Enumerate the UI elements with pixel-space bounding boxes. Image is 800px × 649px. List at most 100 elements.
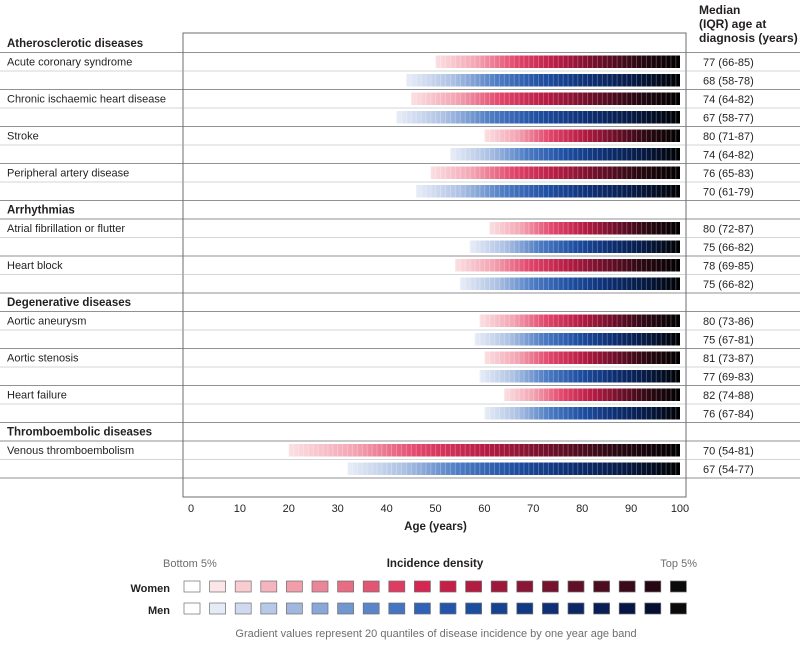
men-incidence-bar-bands: [406, 74, 680, 87]
men-incidence-bar-bands: [450, 148, 680, 161]
legend-women-swatch: [183, 580, 201, 593]
women-median-iqr-label: 78 (69-85): [703, 261, 754, 273]
legend-women-swatch: [516, 580, 534, 593]
men-incidence-bar-bands: [396, 111, 680, 124]
legend-women-swatch: [234, 580, 252, 593]
x-tick-label: 20: [283, 503, 295, 515]
disease-label: Acute coronary syndrome: [7, 57, 132, 69]
disease-label: Stroke: [7, 131, 39, 143]
median-header-line: diagnosis (years): [699, 31, 798, 45]
men-median-iqr-label: 74 (64-82): [703, 150, 754, 162]
disease-label: Atrial fibrillation or flutter: [7, 223, 125, 235]
x-tick-label: 0: [188, 503, 194, 515]
legend-men-swatch: [439, 602, 457, 615]
legend-women-swatch: [414, 580, 431, 593]
legend-men-swatch: [234, 602, 252, 615]
legend-men-swatch: [542, 602, 559, 615]
legend-men-swatch: [286, 602, 303, 615]
women-incidence-bar-bands: [430, 166, 680, 179]
men-median-iqr-label: 76 (67-84): [703, 409, 754, 421]
legend-men-swatch: [567, 602, 585, 615]
men-incidence-bar-bands: [484, 407, 680, 420]
women-median-iqr-label: 82 (74-88): [703, 390, 754, 402]
legend-women-swatch: [465, 580, 482, 593]
legend-men-swatch: [183, 602, 201, 615]
x-axis-title: Age (years): [404, 521, 467, 533]
men-incidence-bar-bands: [479, 370, 680, 383]
legend-women-swatch: [311, 580, 329, 593]
legend-men-swatch: [670, 602, 687, 615]
legend-top-label: Top 5%: [660, 558, 697, 570]
disease-label: Chronic ischaemic heart disease: [7, 94, 166, 106]
disease-label: Venous thromboembolism: [7, 445, 134, 457]
men-incidence-bar-bands: [469, 240, 680, 253]
women-incidence-bar-bands: [484, 129, 680, 142]
women-incidence-bar-bands: [489, 222, 680, 235]
legend-women-swatch: [593, 580, 610, 593]
legend-title: Incidence density: [387, 558, 484, 570]
legend-women-swatch: [542, 580, 559, 593]
legend-men-swatch: [618, 602, 636, 615]
men-incidence-bar-bands: [415, 185, 680, 198]
legend-women-swatch: [644, 580, 662, 593]
group-heading: Atherosclerotic diseases: [7, 38, 143, 50]
women-incidence-bar-bands: [479, 314, 680, 327]
men-incidence-bar-bands: [474, 333, 680, 346]
legend-women-swatch: [337, 580, 354, 593]
x-tick-label: 50: [429, 503, 441, 515]
women-median-iqr-label: 76 (65-83): [703, 168, 754, 180]
women-median-iqr-label: 81 (73-87): [703, 353, 754, 365]
disease-label: Aortic aneurysm: [7, 316, 86, 328]
legend-men-swatch: [311, 602, 329, 615]
legend-women-label: Women: [130, 583, 170, 595]
group-heading: Degenerative diseases: [7, 297, 131, 309]
legend-women-swatch: [388, 580, 406, 593]
men-incidence-bar-bands: [347, 462, 680, 475]
legend-men-swatch: [362, 602, 380, 615]
men-median-iqr-label: 77 (69-83): [703, 372, 754, 384]
women-incidence-bar-bands: [484, 351, 680, 364]
x-tick-label: 60: [478, 503, 490, 515]
women-median-iqr-label: 80 (72-87): [703, 224, 754, 236]
legend-women-swatch: [618, 580, 636, 593]
legend-men-label: Men: [148, 605, 170, 617]
men-median-iqr-label: 75 (66-82): [703, 279, 754, 291]
legend-men-swatch: [388, 602, 406, 615]
legend-men-swatch: [593, 602, 610, 615]
women-incidence-bar-bands: [455, 259, 680, 272]
legend-women-swatch: [362, 580, 380, 593]
men-median-iqr-label: 67 (58-77): [703, 113, 754, 125]
disease-label: Heart failure: [7, 390, 67, 402]
women-median-iqr-label: 77 (66-85): [703, 57, 754, 69]
legend-men-swatch: [414, 602, 431, 615]
x-tick-label: 70: [527, 503, 539, 515]
legend-women-swatch: [439, 580, 457, 593]
x-tick-label: 30: [332, 503, 344, 515]
x-tick-label: 80: [576, 503, 588, 515]
legend-men-swatch: [516, 602, 534, 615]
legend-men-swatch: [490, 602, 508, 615]
group-heading: Arrhythmias: [7, 205, 75, 217]
women-incidence-bar-bands: [503, 388, 680, 401]
women-incidence-bar-bands: [435, 55, 680, 68]
disease-label: Aortic stenosis: [7, 353, 79, 365]
women-median-iqr-label: 80 (73-86): [703, 316, 754, 328]
legend-women-swatch: [490, 580, 508, 593]
x-tick-label: 10: [234, 503, 246, 515]
legend-women-swatch: [209, 580, 226, 593]
men-incidence-bar-bands: [459, 277, 680, 290]
disease-label: Heart block: [7, 260, 63, 272]
men-median-iqr-label: 68 (58-78): [703, 76, 754, 88]
legend-men-swatch: [644, 602, 662, 615]
group-heading: Thromboembolic diseases: [7, 427, 152, 439]
median-header-line: Median: [699, 3, 740, 17]
women-median-iqr-label: 74 (64-82): [703, 94, 754, 106]
disease-label: Peripheral artery disease: [7, 168, 129, 180]
legend-men-swatch: [209, 602, 226, 615]
men-median-iqr-label: 67 (54-77): [703, 464, 754, 476]
legend-bottom-label: Bottom 5%: [163, 558, 217, 570]
legend-women-swatch: [567, 580, 585, 593]
women-incidence-bar-bands: [411, 92, 680, 105]
legend-women-swatch: [670, 580, 687, 593]
